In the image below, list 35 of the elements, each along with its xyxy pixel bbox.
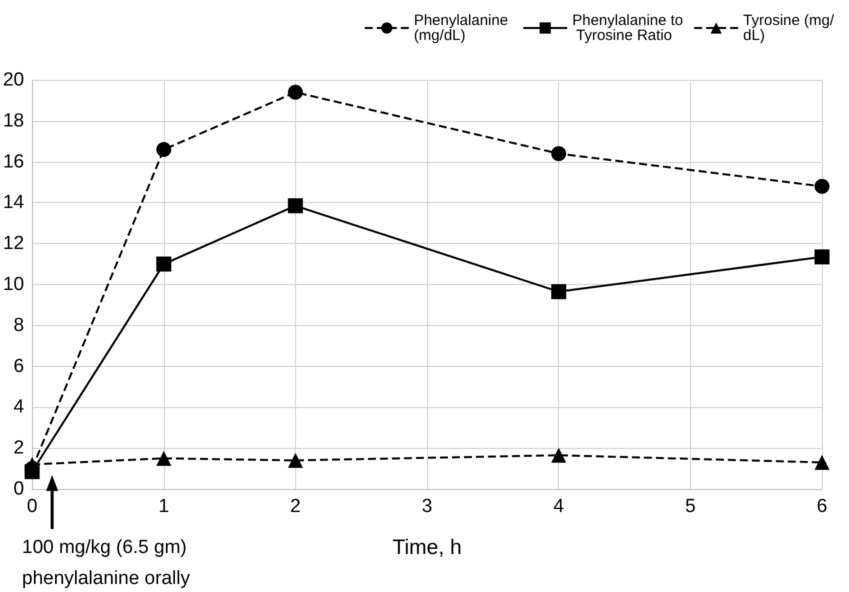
x-tick-label: 3	[422, 496, 432, 517]
point	[156, 256, 172, 272]
legend-label: Phenylalanine (mg/dL)	[414, 12, 512, 44]
point	[814, 454, 830, 470]
y-tick-label: 20	[2, 70, 24, 90]
x-tick-label: 4	[553, 496, 564, 517]
point	[551, 146, 566, 162]
x-tick-label: 5	[685, 496, 696, 517]
point	[24, 456, 40, 472]
point	[551, 448, 566, 463]
y-tick-label: 4	[14, 396, 25, 418]
point	[156, 142, 172, 158]
point	[288, 84, 303, 100]
point	[288, 198, 303, 214]
x-tick-label: 1	[158, 496, 170, 517]
y-tick-label: 2	[14, 438, 24, 459]
point	[814, 249, 830, 264]
y-tick-label: 16	[2, 151, 24, 172]
y-tick-label: 18	[2, 110, 24, 132]
legend-label: Tyrosine (mg/dL)	[743, 12, 835, 44]
y-tick-label: 6	[14, 356, 24, 377]
x-axis-title: Time, h	[392, 536, 462, 559]
legend-label: Phenylalanine to Tyrosine Ratio	[572, 12, 684, 44]
point	[288, 452, 303, 468]
y-tick-label: 10	[2, 274, 24, 295]
point	[814, 178, 830, 194]
x-tick-label: 6	[816, 496, 828, 517]
point	[156, 450, 172, 466]
y-tick-label: 12	[2, 233, 24, 254]
y-tick-label: 0	[14, 478, 24, 500]
text: 100 mg/kg (6.5 gm) phenylalanine orally	[22, 536, 191, 591]
y-tick-label: 8	[14, 314, 24, 336]
y-tick-label: 14	[2, 192, 25, 214]
point	[551, 284, 566, 300]
x-tick-label: 2	[290, 496, 301, 517]
